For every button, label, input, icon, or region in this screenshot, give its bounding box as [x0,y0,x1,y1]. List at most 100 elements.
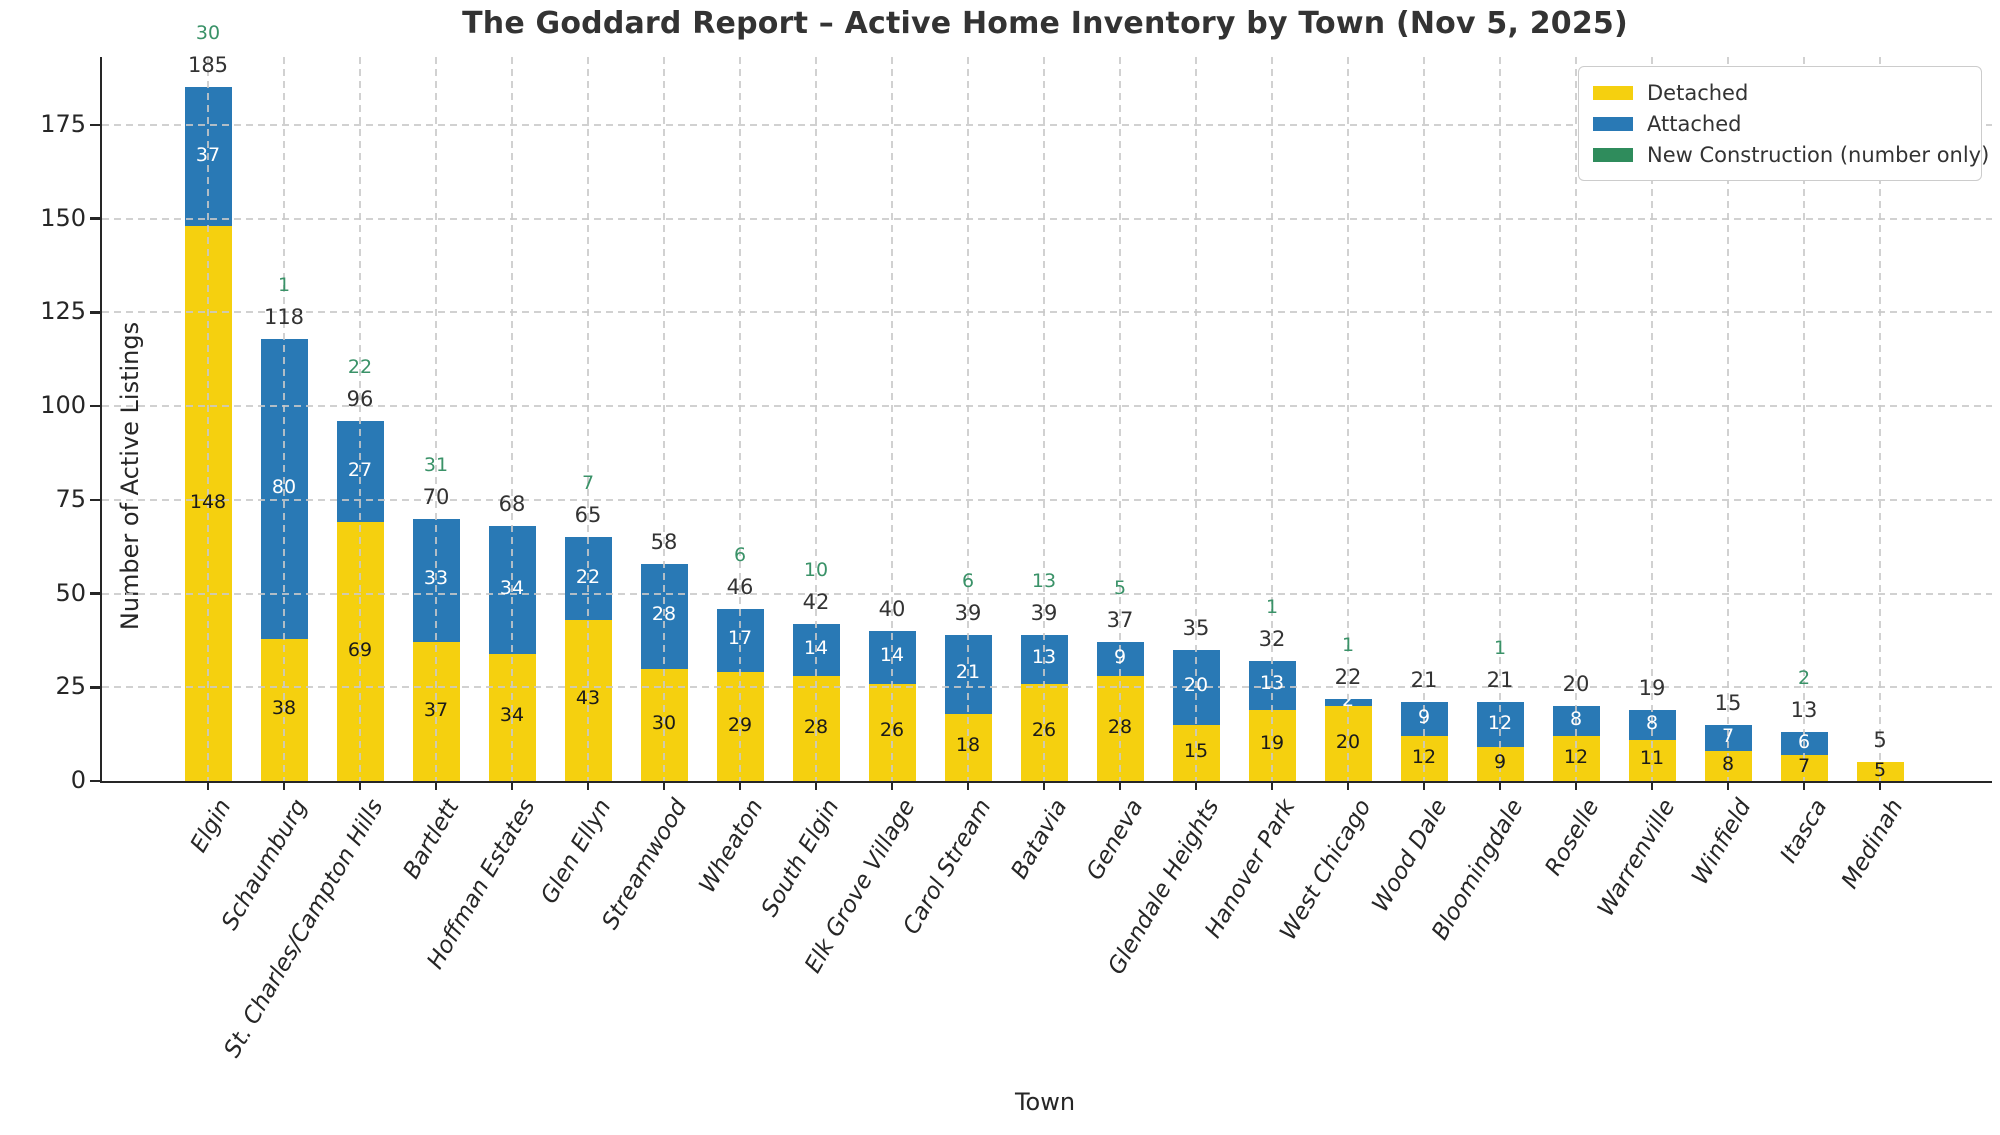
new-construction-label: 31 [423,453,449,476]
bar-total-label: 5 [1873,728,1887,753]
bar-value-detached: 38 [271,696,297,719]
y-gridline [102,498,1992,501]
chart-title: The Goddard Report – Active Home Invento… [462,6,1628,41]
x-tick-mark [1802,781,1806,790]
x-tick-mark [1346,781,1350,790]
bar-value-detached: 34 [499,704,525,727]
x-tick-mark [966,781,970,790]
x-tick-mark [206,781,210,790]
x-tick-mark [282,781,286,790]
bar-value-attached: 7 [1721,724,1735,747]
bar-total-label: 37 [1106,608,1134,633]
x-gridline [511,57,513,781]
legend-item: New Construction (number only) [1593,139,1989,170]
x-gridline [1119,57,1121,781]
bar-value-detached: 7 [1797,754,1811,777]
x-tick-mark [1118,781,1122,790]
x-tick-mark [1422,781,1426,790]
bar-total-label: 68 [498,492,526,516]
y-tick-mark [90,592,100,595]
bar-value-attached: 13 [1259,672,1285,695]
x-tick-mark [890,781,894,790]
bar-value-attached: 27 [347,458,373,481]
x-gridline [207,57,209,781]
x-axis-label: Town [1014,1088,1076,1116]
x-tick-mark [1574,781,1578,790]
y-tick-label: 25 [55,672,86,701]
x-gridline [967,57,969,781]
bar-total-label: 185 [187,53,229,78]
bar-total-label: 118 [263,304,305,329]
x-tick-mark [814,781,818,790]
y-gridline [102,405,1992,407]
x-gridline [815,57,817,781]
bar-value-attached: 17 [727,627,753,650]
bar-value-detached: 30 [651,711,677,734]
x-gridline [1727,57,1729,781]
y-gridline [102,686,1992,689]
legend-label: New Construction (number only) [1647,142,1990,167]
bar-total-label: 39 [954,600,982,625]
new-construction-label: 1 [277,273,291,296]
y-gridline [102,217,1992,220]
y-tick-label: 50 [55,578,86,607]
bar-value-attached: 9 [1113,646,1127,669]
x-gridline [1271,57,1273,781]
bar-value-attached: 12 [1487,711,1513,734]
x-tick-mark [1650,781,1654,790]
x-gridline [1879,57,1881,781]
bar-value-detached: 19 [1259,732,1285,755]
y-tick-label: 100 [40,391,86,419]
y-tick-mark [90,217,100,220]
x-gridline [1803,57,1805,781]
bar-value-attached: 14 [879,644,905,667]
legend-label: Attached [1647,111,1742,136]
bar-value-attached: 13 [1031,646,1057,669]
plot-area: Number of Active Listings 0 25 50 75 100 125 1… [40,22,1992,1062]
new-construction-label: 22 [347,356,373,378]
legend-item: Attached [1593,108,1967,139]
bar-value-detached: 11 [1639,747,1665,770]
bar-value-attached: 80 [271,475,297,498]
x-tick-mark [1498,781,1502,790]
bar-total-label: 70 [422,484,450,509]
bar-value-detached: 28 [1107,715,1133,738]
bar-total-label: 39 [1030,600,1058,625]
x-tick-mark [1726,781,1730,790]
bar-total-label: 46 [726,574,754,599]
x-gridline [1195,57,1197,781]
new-construction-label: 10 [803,558,829,581]
bar-value-attached: 22 [575,565,601,588]
new-construction-label: 2 [1797,667,1811,690]
x-gridline [663,57,665,781]
x-tick-mark [662,781,666,790]
x-gridline [1575,57,1577,781]
x-tick-mark [510,781,514,790]
x-tick-mark [738,781,742,790]
bar-value-detached: 43 [575,687,601,710]
bar-value-attached: 8 [1569,708,1583,730]
y-tick-mark [90,686,100,689]
bar-total-label: 96 [346,387,374,411]
x-gridline [1043,57,1045,781]
x-gridline [283,57,285,781]
y-axis-label: Number of Active Listings [116,321,144,631]
bar-value-detached: 69 [347,638,373,661]
x-gridline [1499,57,1501,781]
bar-value-detached: 12 [1563,745,1589,768]
bar-value-attached: 21 [955,661,981,684]
bar-total-label: 19 [1638,675,1666,700]
y-tick-mark [90,123,100,126]
bar-total-label: 21 [1486,668,1514,693]
bar-value-attached: 2 [1341,689,1355,712]
bar-total-label: 13 [1790,698,1818,723]
x-gridline [1347,57,1349,781]
bar-value-detached: 26 [1031,719,1057,742]
x-tick-mark [1194,781,1198,790]
x-gridline [587,57,589,781]
legend-label: Detached [1647,80,1749,105]
new-construction-label: 6 [961,569,975,592]
bar-value-attached: 34 [499,576,525,599]
x-tick-mark [1270,781,1274,790]
